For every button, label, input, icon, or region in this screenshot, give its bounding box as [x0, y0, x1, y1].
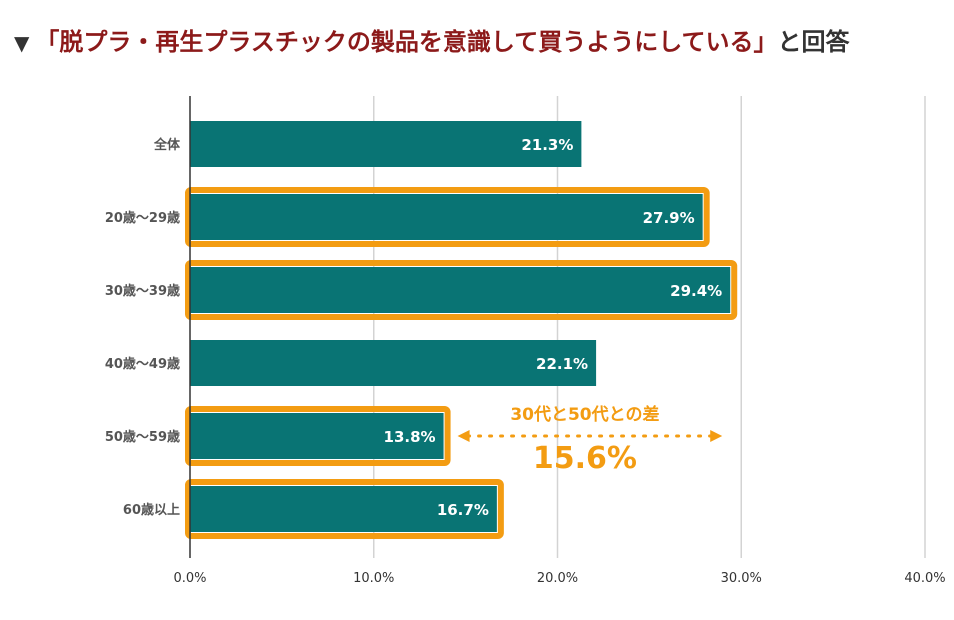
bar-value-label: 13.8%	[384, 428, 436, 446]
x-tick-label: 20.0%	[537, 571, 578, 586]
arrow-left-icon	[457, 430, 470, 442]
triangle-marker-icon: ▼	[14, 31, 30, 55]
bar	[190, 413, 444, 459]
highlight-frame	[185, 406, 451, 466]
category-label: 60歳以上	[123, 502, 180, 518]
bar-value-label: 27.9%	[643, 209, 695, 227]
arrow-right-icon	[710, 430, 723, 442]
highlight-frame	[185, 479, 504, 539]
bar-value-label: 16.7%	[437, 501, 489, 519]
category-label: 30歳～39歳	[105, 283, 180, 299]
x-tick-label: 0.0%	[173, 571, 206, 586]
bar	[190, 121, 582, 167]
bar-value-label: 21.3%	[521, 136, 573, 154]
chart-title-main: 「脱プラ・再生プラスチックの製品を意識して買うようにしている」	[35, 28, 778, 56]
difference-annotation: 30代と50代との差 15.6%	[457, 404, 723, 476]
category-label: 50歳～59歳	[105, 429, 180, 445]
category-label: 40歳～49歳	[105, 356, 180, 372]
bar-value-label: 22.1%	[536, 355, 588, 373]
bar	[190, 340, 597, 386]
bar	[190, 486, 497, 532]
bar-value-label: 29.4%	[670, 282, 722, 300]
highlight-frame	[185, 260, 738, 320]
x-tick-label: 10.0%	[353, 571, 394, 586]
x-tick-label: 40.0%	[904, 571, 945, 586]
axis: 0.0% 10.0% 20.0% 30.0% 40.0% 全体 20歳～29歳 30歳～39歳…	[105, 96, 946, 586]
annotation-value: 15.6%	[533, 441, 637, 476]
chart-title: ▼ 「脱プラ・再生プラスチックの製品を意識して買うようにしている」と回答	[14, 22, 849, 57]
bar	[190, 267, 731, 313]
bar	[190, 194, 703, 240]
annotation-label: 30代と50代との差	[510, 404, 659, 425]
chart-title-suffix: と回答	[777, 28, 850, 56]
x-tick-label: 30.0%	[721, 571, 762, 586]
category-label: 20歳～29歳	[105, 210, 180, 226]
category-label: 全体	[153, 137, 181, 153]
bars: 21.3% 27.9% 29.4% 22.1% 13.8% 16.7%	[185, 121, 738, 539]
highlight-frame	[185, 187, 710, 247]
